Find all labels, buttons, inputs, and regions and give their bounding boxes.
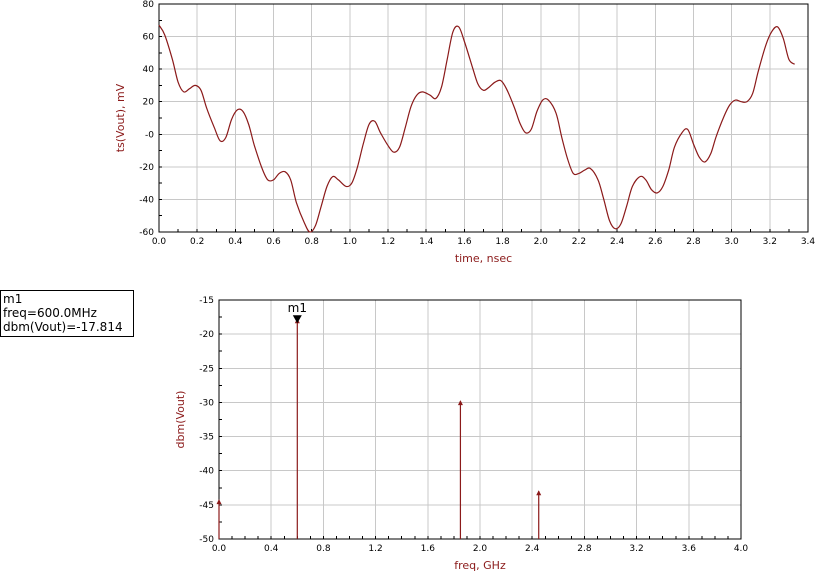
time-chart-x-tick-label: 0.8 [305,237,320,247]
spectrum-chart-y-tick-label: -20 [199,330,214,340]
marker-m1-triangle [292,315,302,324]
time-chart-x-tick-label: 0.6 [266,237,281,247]
time-chart-y-axis-label: ts(Vout), mV [114,83,127,152]
time-chart-x-tick-label: 0.2 [190,237,204,247]
time-chart-x-tick-label: 3.0 [724,237,739,247]
spectrum-chart-y-tick-label: -30 [199,398,214,408]
time-chart-y-tick-label: -0 [145,130,154,140]
spectrum-chart-x-tick-label: 0.0 [212,544,227,554]
time-chart-x-tick-label: 2.6 [648,237,663,247]
time-chart-y-tick-label: -40 [139,195,154,205]
spectrum-chart-y-tick-label: -15 [199,296,214,306]
time-chart-x-tick-label: 3.4 [801,237,816,247]
spectrum-chart-x-tick-label: 4.0 [734,544,749,554]
time-domain-chart: 0.0 0.2 0.4 0.6 0.8 1.0 1.2 1.4 1.6 1.8 2.0 2.2 2.4 2… [114,0,815,265]
spectral-line-arrow [536,490,542,496]
time-chart-x-tick-label: 1.0 [343,237,358,247]
time-chart-y-tick-label: 60 [143,33,155,43]
time-chart-y-tick-label: 20 [143,98,155,108]
spectrum-chart-x-tick-label: 1.6 [421,544,436,554]
vout-waveform-line [158,24,796,233]
spectrum-chart-y-tick-label: -40 [199,467,214,477]
time-chart-x-tick-label: 2.0 [534,237,549,247]
time-chart-x-tick-label: 2.8 [686,237,701,247]
time-chart-x-tick-label: 1.6 [457,237,472,247]
spectrum-chart-x-tick-label: 0.8 [316,544,331,554]
spectrum-chart-x-axis-label: freq, GHz [454,559,506,572]
spectrum-chart-y-tick-label: -25 [199,364,214,374]
spectrum-chart-y-tick-label: -35 [199,433,214,443]
time-chart-x-tick-label: 0.4 [228,237,243,247]
time-chart-x-tick-label: 1.2 [381,237,395,247]
spectrum-chart: 0.0 0.4 0.8 1.2 1.6 2.0 2.4 2.8 3.2 3.6 4.0 -50 -45 -… [174,296,748,572]
spectrum-chart-x-tick-label: 2.4 [525,544,540,554]
time-chart-x-tick-label: 1.4 [419,237,434,247]
time-chart-x-tick-label: 2.4 [610,237,625,247]
time-chart-y-tick-label: 40 [143,65,155,75]
spectrum-chart-y-tick-label: -50 [199,535,214,545]
spectrum-chart-y-axis-label: dbm(Vout) [174,391,187,449]
time-chart-y-tick-label: -60 [139,228,154,238]
spectrum-chart-x-tick-label: 3.2 [629,544,643,554]
marker-readout-name: m1 [3,292,23,306]
spectral-line-arrow [457,400,463,406]
spectrum-chart-x-tick-label: 0.4 [264,544,279,554]
spectrum-chart-x-tick-label: 2.8 [577,544,592,554]
time-chart-y-tick-label: -20 [139,163,154,173]
time-chart-y-tick-label: 80 [143,0,155,10]
time-chart-x-tick-label: 1.8 [495,237,510,247]
time-chart-frame [158,3,809,233]
spectrum-chart-x-tick-label: 3.6 [682,544,697,554]
spectrum-chart-x-tick-label: 1.2 [368,544,382,554]
spectrum-chart-y-tick-label: -45 [199,501,214,511]
spectrum-chart-x-tick-label: 2.0 [473,544,488,554]
marker-m1-label: m1 [288,301,307,315]
marker-readout-box[interactable]: m1 freq=600.0MHz dbm(Vout)=-17.814 [0,290,134,337]
time-chart-x-tick-label: 0.0 [152,237,167,247]
time-chart-x-tick-label: 3.2 [763,237,777,247]
time-chart-x-tick-label: 2.2 [572,237,586,247]
spectral-line-arrow [216,499,222,505]
marker-readout-freq: freq=600.0MHz [3,306,97,320]
time-chart-x-axis-label: time, nsec [455,252,512,265]
marker-readout-value: dbm(Vout)=-17.814 [3,320,123,334]
